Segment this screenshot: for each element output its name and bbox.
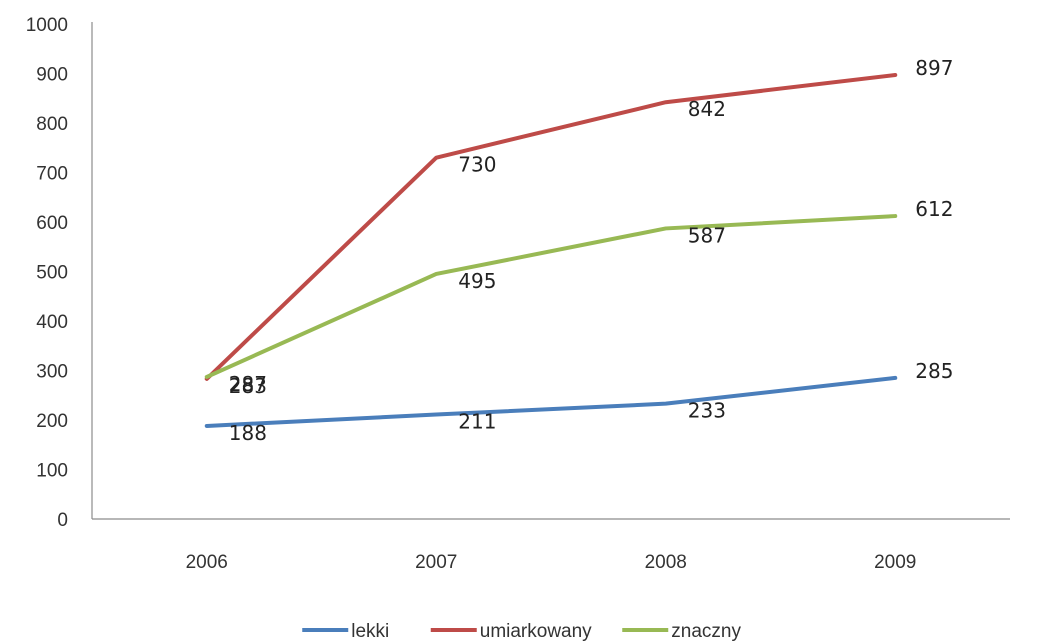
y-tick-label: 0 bbox=[57, 510, 68, 531]
y-tick-label: 500 bbox=[36, 263, 68, 284]
y-tick-label: 800 bbox=[36, 114, 68, 135]
data-label-lekki: 285 bbox=[915, 359, 953, 383]
y-tick-label: 400 bbox=[36, 312, 68, 333]
data-labels: 188 211 233 285 283 730 842 897 287 495 587 612 bbox=[229, 56, 954, 445]
data-label-lekki: 233 bbox=[688, 399, 726, 423]
series-line-umiarkowany bbox=[204, 72, 898, 381]
legend-label: lekki bbox=[351, 621, 389, 641]
data-label-znaczny: 495 bbox=[458, 269, 496, 293]
y-tick-label: 100 bbox=[36, 461, 68, 482]
data-label-lekki: 188 bbox=[229, 421, 267, 445]
data-label-umiarkowany: 897 bbox=[915, 56, 953, 80]
data-label-umiarkowany: 283 bbox=[229, 374, 267, 398]
legend-label: umiarkowany bbox=[480, 621, 592, 641]
y-tick-label: 700 bbox=[36, 164, 68, 185]
x-tick-label: 2009 bbox=[874, 552, 916, 573]
y-tick-label: 200 bbox=[36, 411, 68, 432]
axes bbox=[91, 22, 1010, 520]
y-tick-label: 600 bbox=[36, 213, 68, 234]
series-lines bbox=[204, 72, 898, 428]
legend: lekki umiarkowany znaczny bbox=[302, 621, 741, 641]
data-label-lekki: 211 bbox=[458, 410, 496, 434]
y-tick-label: 300 bbox=[36, 362, 68, 383]
x-tick-label: 2007 bbox=[415, 552, 457, 573]
data-label-umiarkowany: 730 bbox=[458, 153, 496, 177]
data-label-znaczny: 612 bbox=[915, 197, 953, 221]
legend-item-umiarkowany: umiarkowany bbox=[430, 621, 592, 641]
data-label-znaczny: 587 bbox=[688, 223, 726, 247]
y-axis-tick-labels: 0 100 200 300 400 500 600 700 800 900 1000 bbox=[26, 15, 68, 531]
legend-item-lekki: lekki bbox=[302, 621, 389, 641]
data-label-znaczny: 287 bbox=[229, 372, 267, 396]
x-tick-label: 2008 bbox=[645, 552, 687, 573]
y-tick-label: 1000 bbox=[26, 15, 68, 36]
legend-item-znaczny: znaczny bbox=[622, 621, 741, 641]
x-tick-label: 2006 bbox=[186, 552, 228, 573]
y-tick-label: 900 bbox=[36, 65, 68, 86]
series-line-znaczny bbox=[204, 214, 898, 379]
legend-label: znaczny bbox=[671, 621, 741, 641]
x-axis-tick-labels: 2006 2007 2008 2009 bbox=[186, 552, 917, 573]
series-line-lekki bbox=[204, 375, 898, 428]
data-label-umiarkowany: 842 bbox=[688, 97, 726, 121]
